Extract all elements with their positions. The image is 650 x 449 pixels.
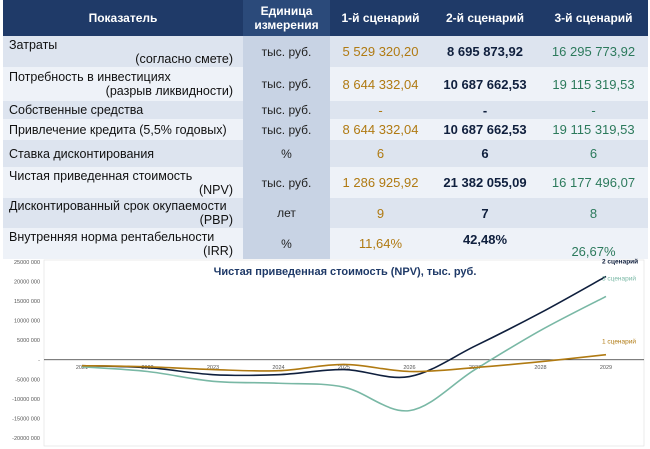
- row-label-sub: (PBP): [199, 213, 233, 227]
- y-tick-label: -20000 000: [12, 436, 40, 442]
- scenario-table: Показатель Единица измерения 1-й сценари…: [3, 0, 648, 259]
- row-value-s1: 6: [330, 140, 431, 167]
- row-value-s2: 6: [431, 140, 539, 167]
- npv-chart: Чистая приведенная стоимость (NPV), тыс.…: [12, 258, 645, 447]
- row-value-s3: 8: [539, 198, 648, 228]
- table-row: Затраты (согласно смете) тыс. руб. 5 529 …: [3, 36, 648, 67]
- header-scenario-1: 1-й сценарий: [330, 0, 431, 36]
- series-label-3: 1 сценарий: [602, 338, 636, 346]
- header-unit: Единица измерения: [243, 0, 330, 36]
- row-value-s1: 8 644 332,04: [330, 67, 431, 101]
- header-indicator: Показатель: [3, 0, 243, 36]
- row-label-main: Дисконтированный срок окупаемости: [9, 199, 227, 213]
- row-value-s2: 10 687 662,53: [431, 119, 539, 140]
- row-label-sub: (NPV): [198, 182, 233, 197]
- row-unit: тыс. руб.: [243, 167, 330, 198]
- y-tick-label: -15000 000: [12, 416, 40, 422]
- series-label-1: 2 сценарий: [602, 258, 638, 265]
- x-tick-label: 2029: [600, 365, 612, 371]
- x-tick-label: 2023: [207, 365, 219, 371]
- row-value-s1: -: [330, 101, 431, 119]
- row-label-main: Затраты: [9, 37, 58, 52]
- header-scenario-3: 3-й сценарий: [539, 0, 648, 36]
- x-tick-label: 2026: [403, 365, 415, 371]
- row-value-s2: -: [431, 101, 539, 119]
- y-tick-label: 25000 000: [14, 260, 40, 266]
- row-label: Затраты (согласно смете): [3, 36, 243, 67]
- row-label-main: Внутренняя норма рентабельности: [9, 229, 215, 244]
- row-label-main: Ставка дисконтирования: [9, 146, 155, 161]
- table-row: Ставка дисконтирования % 6 6 6: [3, 140, 648, 167]
- y-tick-label: -5000 000: [15, 377, 40, 383]
- row-value-s1: 1 286 925,92: [330, 167, 431, 198]
- chart-plot-area: [43, 259, 645, 447]
- row-value-s3: 19 115 319,53: [539, 119, 648, 140]
- row-label: Чистая приведенная стоимость (NPV): [3, 167, 243, 198]
- row-value-s1: 8 644 332,04: [330, 119, 431, 140]
- row-unit: %: [243, 140, 330, 167]
- y-tick-label: 5000 000: [17, 338, 40, 344]
- table-row: Потребность в инвестициях (разрыв ликвидн…: [3, 67, 648, 101]
- row-label-sub: (разрыв ликвидности): [105, 84, 233, 98]
- row-label: Ставка дисконтирования: [3, 140, 243, 167]
- row-label: Внутренняя норма рентабельности (IRR): [3, 228, 243, 259]
- row-value-s3: 26,67%: [539, 228, 648, 259]
- row-value-s3: 16 177 496,07: [539, 167, 648, 198]
- row-label-sub: (согласно смете): [135, 51, 233, 66]
- row-label: Привлечение кредита (5,5% годовых): [3, 119, 243, 140]
- row-value-s1: 5 529 320,20: [330, 36, 431, 67]
- row-value-s2: 42,48%: [431, 228, 539, 259]
- row-value-s3: 19 115 319,53: [539, 67, 648, 101]
- chart-title: Чистая приведенная стоимость (NPV), тыс.…: [214, 266, 477, 278]
- row-value-s2: 8 695 873,92: [431, 36, 539, 67]
- row-value-s2: 21 382 055,09: [431, 167, 539, 198]
- table-row: Привлечение кредита (5,5% годовых) тыс. …: [3, 119, 648, 140]
- row-value-s3: -: [539, 101, 648, 119]
- row-unit: лет: [243, 198, 330, 228]
- row-label-main: Потребность в инвестициях: [9, 70, 171, 84]
- x-tick-label: 2024: [272, 365, 284, 371]
- row-unit: тыс. руб.: [243, 36, 330, 67]
- series-line-2: [81, 295, 607, 412]
- row-value-s3: 16 295 773,92: [539, 36, 648, 67]
- row-unit: тыс. руб.: [243, 67, 330, 101]
- row-label: Собственные средства: [3, 101, 243, 119]
- row-unit: тыс. руб.: [243, 101, 330, 119]
- x-tick-label: 2025: [338, 365, 350, 371]
- y-tick-label: 10000 000: [14, 319, 40, 325]
- series-line-1: [81, 275, 607, 379]
- row-value-s2: 7: [431, 198, 539, 228]
- row-label: Дисконтированный срок окупаемости (PBP): [3, 198, 243, 228]
- series-label-2: 3 сценарий: [602, 274, 636, 282]
- table-row: Чистая приведенная стоимость (NPV) тыс. р…: [3, 167, 648, 198]
- header-scenario-2: 2-й сценарий: [431, 0, 539, 36]
- series-line-3: [81, 353, 607, 373]
- y-tick-label: 15000 000: [14, 299, 40, 305]
- x-tick-label: 2028: [534, 365, 546, 371]
- table-header-row: Показатель Единица измерения 1-й сценари…: [3, 0, 648, 36]
- y-tick-label: -10000 000: [12, 397, 40, 403]
- x-tick-label: 2021: [76, 365, 88, 371]
- table-row: Дисконтированный срок окупаемости (PBP) л…: [3, 198, 648, 228]
- row-label-main: Привлечение кредита (5,5% годовых): [9, 122, 227, 137]
- row-label-main: Собственные средства: [9, 103, 144, 117]
- row-label-sub: (IRR): [203, 243, 233, 258]
- row-label-main: Чистая приведенная стоимость: [9, 168, 193, 183]
- y-tick-label: 20000 000: [14, 280, 40, 286]
- row-value-s1: 11,64%: [330, 228, 431, 259]
- table-row: Внутренняя норма рентабельности (IRR) % 1…: [3, 228, 648, 259]
- row-value-s3: 6: [539, 140, 648, 167]
- row-value-s1: 9: [330, 198, 431, 228]
- row-label: Потребность в инвестициях (разрыв ликвидн…: [3, 67, 243, 101]
- row-unit: %: [243, 228, 330, 259]
- table-row: Собственные средства тыс. руб. - - -: [3, 101, 648, 119]
- y-tick-label: -: [38, 358, 40, 364]
- row-unit: тыс. руб.: [243, 119, 330, 140]
- row-value-s2: 10 687 662,53: [431, 67, 539, 101]
